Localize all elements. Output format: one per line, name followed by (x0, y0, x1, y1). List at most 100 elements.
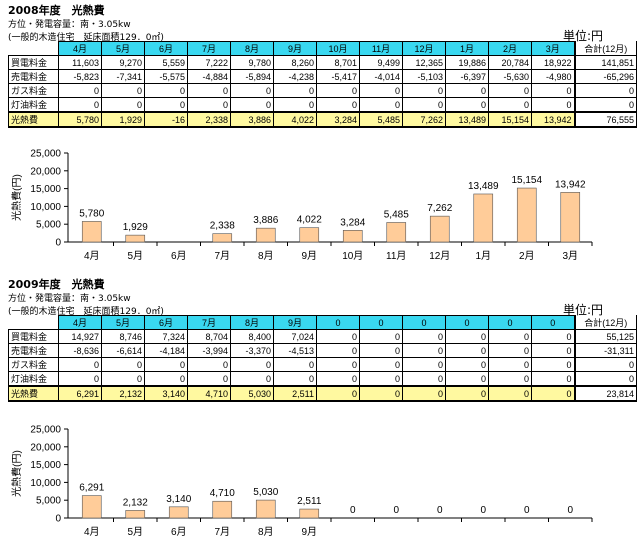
month-header: 3月 (531, 41, 575, 56)
table-cell: 0 (359, 83, 403, 98)
month-header: 0 (359, 315, 403, 330)
table-cell: 0 (273, 357, 317, 372)
row-label: ガス料金 (8, 357, 59, 372)
table-cell: 0 (488, 385, 532, 402)
table-cell: 0 (531, 385, 575, 402)
data-label: 1,929 (123, 222, 148, 233)
table-cell: -5,823 (58, 69, 102, 84)
bar-chart-2008: 0 5,000 10,000 15,000 20,000 25,000 光熱費(円) 5,78… (10, 149, 593, 262)
month-header: 11月 (359, 41, 403, 56)
table-cell: 0 (488, 357, 532, 372)
bar (168, 506, 189, 519)
month-header: 7月 (187, 41, 231, 56)
bar (386, 222, 407, 243)
table-cell: 0 (402, 357, 446, 372)
month-header: 0 (488, 315, 532, 330)
table-cell: 0 (144, 371, 188, 387)
table-cell: 8,400 (230, 329, 274, 344)
table-cell: 0 (531, 97, 575, 113)
table-cell: 4,022 (273, 111, 317, 128)
table-cell: 5,030 (230, 385, 274, 402)
table-cell: 0 (402, 97, 446, 113)
table-cell: 0 (230, 371, 274, 387)
data-label: 0 (350, 505, 356, 516)
data-label: 0 (567, 505, 573, 516)
x-tick-label: 4月 (84, 526, 100, 538)
section-2008-unit: 単位:円 (563, 29, 604, 43)
table-cell: 0 (101, 83, 145, 98)
table-cell: 0 (101, 357, 145, 372)
month-header: 10月 (316, 41, 360, 56)
table-cell: 8,260 (273, 55, 317, 70)
table-cell: 0 (187, 371, 231, 387)
table-cell: 0 (230, 357, 274, 372)
table-cell: -6,614 (101, 343, 145, 358)
table-cell: 2,511 (273, 385, 317, 402)
month-header: 8月 (230, 41, 274, 56)
row-total: -65,296 (573, 69, 637, 84)
table-cell: 3,284 (316, 111, 360, 128)
table-cell: 0 (316, 371, 360, 387)
data-label: 3,886 (253, 215, 278, 226)
table-cell: 0 (58, 371, 102, 387)
x-tick-label: 8月 (258, 526, 274, 538)
x-tick-label: 3月 (562, 250, 578, 262)
table-cell: 1,929 (101, 111, 145, 128)
table-row: 買電料金 14,927 8,746 7,324 8,704 8,400 7,024 0 0 0 0 0… (8, 329, 637, 344)
data-label: 2,132 (123, 497, 148, 508)
month-header: 1月 (445, 41, 489, 56)
y-tick-label: 5,000 (36, 496, 61, 507)
table-cell: -4,980 (531, 69, 575, 84)
table-cell: 0 (101, 97, 145, 113)
table-cell: 8,746 (101, 329, 145, 344)
table-cell: 13,942 (531, 111, 575, 128)
y-tick-label: 15,000 (30, 460, 61, 471)
x-tick-label: 10月 (342, 250, 363, 262)
x-tick-label: 11月 (386, 250, 406, 262)
table-cell: 0 (273, 83, 317, 98)
table-cell: 12,365 (402, 55, 446, 70)
bar (516, 187, 537, 243)
table-cell: -6,397 (445, 69, 489, 84)
data-label: 0 (393, 505, 399, 516)
data-label: 0 (524, 505, 530, 516)
x-tick-label: 4月 (84, 250, 100, 262)
table-cell: 0 (445, 385, 489, 402)
x-tick-label: 7月 (214, 250, 230, 262)
table-cell: 0 (488, 97, 532, 113)
table-cell: 0 (359, 329, 403, 344)
y-tick-label: 5,000 (36, 220, 61, 231)
y-axis-label: 光熱費(円) (10, 174, 23, 221)
section-2008-title: 2008年度 光熱費 (8, 4, 105, 17)
table-cell: 0 (273, 371, 317, 387)
table-cell: 3,886 (230, 111, 274, 128)
table-cell: 0 (488, 343, 532, 358)
table-cell: 0 (402, 371, 446, 387)
month-header: 7月 (187, 315, 231, 330)
section-2009-subtitle-orientation: 方位・発電容量：南・3.05kw (8, 294, 131, 304)
data-label: 7,262 (427, 203, 452, 214)
table-cell: 0 (359, 343, 403, 358)
bar (473, 193, 494, 243)
row-total: 23,814 (573, 385, 637, 402)
data-label: 15,154 (511, 175, 542, 186)
table-cell: 9,270 (101, 55, 145, 70)
table-cell: 15,154 (488, 111, 532, 128)
table-cell: -5,417 (316, 69, 360, 84)
table-cell: 0 (359, 357, 403, 372)
table-cell: 0 (445, 329, 489, 344)
table-cell: 0 (187, 97, 231, 113)
table-cell: 7,024 (273, 329, 317, 344)
table-cell: 0 (402, 343, 446, 358)
table-cell: 18,922 (531, 55, 575, 70)
y-tick-label: 25,000 (30, 425, 61, 436)
table-cell: 0 (187, 357, 231, 372)
table-cell: 20,784 (488, 55, 532, 70)
table-cell: 0 (402, 83, 446, 98)
table-cell: 0 (445, 343, 489, 358)
table-cell: 7,222 (187, 55, 231, 70)
table-row: 売電料金 -8,636 -6,614 -4,184 -3,994 -3,370 -4,513… (8, 343, 637, 358)
month-header: 8月 (230, 315, 274, 330)
x-tick-label: 6月 (171, 526, 187, 538)
section-2008-subtitle-orientation: 方位・発電容量：南・3.05kw (8, 20, 131, 30)
